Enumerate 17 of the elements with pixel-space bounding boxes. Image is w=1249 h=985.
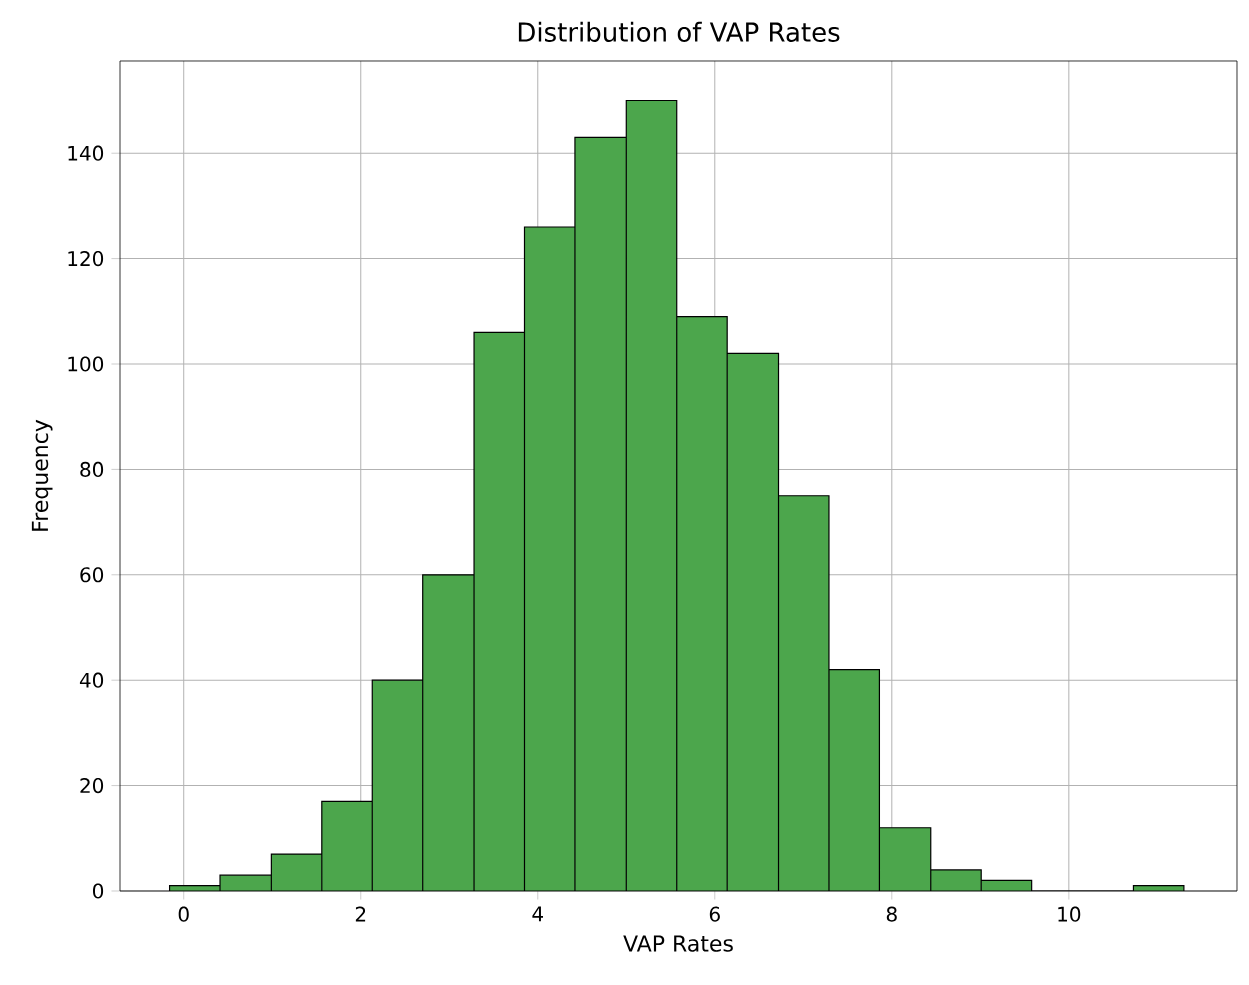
x-tick-label: 4 xyxy=(532,906,544,922)
x-tick-label: 10 xyxy=(1058,906,1081,922)
y-tick-label: 0 xyxy=(93,883,104,899)
chart-title: Distribution of VAP Rates xyxy=(518,21,840,42)
x-tick-label: 6 xyxy=(709,906,720,922)
y-tick-label: 140 xyxy=(68,145,104,161)
x-tick-label: 8 xyxy=(886,906,897,922)
y-tick-label: 40 xyxy=(79,672,104,688)
x-tick-label: 0 xyxy=(178,906,189,922)
y-tick-label: 100 xyxy=(68,356,104,372)
y-tick-label: 80 xyxy=(80,461,104,477)
y-tick-label: 60 xyxy=(80,567,104,583)
x-axis-title: VAP Rates xyxy=(623,935,733,952)
x-tick-label: 2 xyxy=(355,906,366,922)
y-tick-label: 20 xyxy=(80,778,104,794)
y-axis-title: Frequency xyxy=(31,419,53,531)
y-tick-label: 120 xyxy=(68,251,104,267)
